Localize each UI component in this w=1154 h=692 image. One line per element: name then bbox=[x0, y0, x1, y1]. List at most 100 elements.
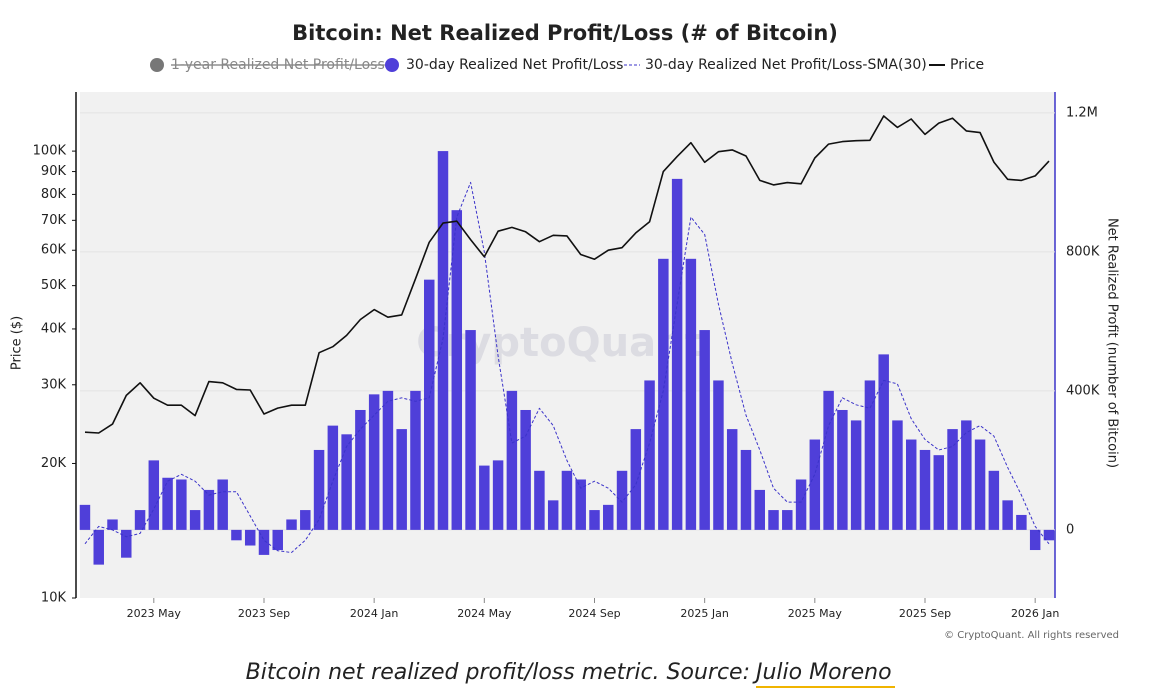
bar bbox=[148, 460, 160, 530]
credit: © CryptoQuant. All rights reserved bbox=[944, 630, 1119, 641]
bar bbox=[217, 479, 228, 530]
y-tick-label: 100K bbox=[33, 144, 67, 159]
bar bbox=[589, 510, 600, 530]
bar bbox=[1029, 529, 1041, 551]
bar bbox=[547, 500, 559, 530]
bar bbox=[79, 504, 91, 530]
bar bbox=[603, 504, 614, 530]
bar bbox=[107, 519, 118, 530]
legend-label: 1-year Realized Net Profit/Loss bbox=[171, 57, 385, 73]
bar bbox=[1002, 500, 1013, 530]
bar bbox=[878, 354, 889, 530]
bar bbox=[685, 258, 697, 530]
bar bbox=[258, 529, 270, 555]
x-tick-label: 2023 May bbox=[127, 607, 182, 620]
bar bbox=[520, 409, 531, 530]
grid bbox=[80, 112, 1055, 531]
legend-label: 30-day Realized Net Profit/Loss-SMA(30) bbox=[645, 57, 927, 73]
legend-label: Price bbox=[950, 57, 984, 73]
bar bbox=[93, 529, 104, 565]
bar bbox=[300, 510, 311, 530]
x-tick-label: 2024 Jan bbox=[350, 607, 398, 620]
line bbox=[84, 181, 1050, 553]
bar bbox=[754, 489, 765, 530]
bar bbox=[492, 460, 504, 530]
bar bbox=[561, 470, 573, 530]
bar bbox=[864, 380, 876, 530]
bar bbox=[272, 529, 283, 551]
bar bbox=[121, 529, 132, 558]
y-tick-label: 60K bbox=[41, 243, 67, 258]
caption: Bitcoin net realized profit/loss metric.… bbox=[246, 660, 750, 685]
bar bbox=[988, 470, 1000, 530]
bar bbox=[782, 510, 793, 530]
y-tick-label: 90K bbox=[41, 164, 67, 179]
x-tick-label: 2024 May bbox=[457, 607, 512, 620]
bar bbox=[437, 151, 449, 530]
bar bbox=[795, 479, 807, 530]
bar bbox=[850, 420, 862, 530]
y2-tick-label: 0 bbox=[1066, 522, 1074, 537]
bar bbox=[382, 390, 394, 530]
bar bbox=[961, 420, 972, 530]
x-tick-label: 2025 Jan bbox=[680, 607, 728, 620]
bar bbox=[713, 380, 724, 530]
bar bbox=[823, 390, 834, 530]
x-tick-label: 2024 Sep bbox=[568, 607, 620, 620]
bar bbox=[616, 470, 628, 530]
bar bbox=[134, 510, 146, 530]
bar bbox=[368, 394, 380, 530]
caption-link[interactable]: Julio Moreno bbox=[752, 660, 892, 685]
y-tick-label: 10K bbox=[41, 591, 67, 606]
bar bbox=[1016, 514, 1027, 530]
line bbox=[84, 115, 1050, 434]
bar bbox=[726, 429, 738, 530]
bar bbox=[575, 479, 586, 530]
bar bbox=[768, 510, 779, 530]
y-tick-label: 30K bbox=[41, 377, 67, 392]
bar bbox=[809, 439, 821, 530]
watermark: CryptoQuant bbox=[416, 320, 703, 366]
y-tick-label: 50K bbox=[41, 278, 67, 293]
bar bbox=[506, 390, 518, 530]
bar bbox=[203, 489, 215, 530]
y-tick-label: 40K bbox=[41, 321, 67, 336]
bar bbox=[176, 479, 187, 530]
y2-tick-label: 400K bbox=[1066, 383, 1100, 398]
legend-item[interactable]: 30-day Realized Net Profit/Loss-SMA(30) bbox=[624, 57, 927, 73]
bar bbox=[341, 434, 352, 530]
bar bbox=[451, 210, 463, 530]
bar bbox=[671, 178, 683, 530]
bar bbox=[231, 529, 242, 541]
bar bbox=[286, 519, 297, 530]
bar bbox=[892, 420, 903, 530]
bar bbox=[699, 330, 710, 530]
y2-tick-label: 800K bbox=[1066, 244, 1100, 259]
y-tick-label: 20K bbox=[41, 456, 67, 471]
legend-swatch bbox=[150, 58, 164, 72]
bar bbox=[396, 429, 407, 530]
bar bbox=[644, 380, 655, 530]
bar bbox=[905, 439, 917, 530]
y-tick-label: 80K bbox=[41, 187, 67, 202]
legend-item[interactable]: Price bbox=[929, 57, 984, 73]
bar bbox=[410, 390, 421, 530]
bar bbox=[355, 409, 366, 530]
bar bbox=[534, 470, 545, 530]
bar bbox=[424, 279, 435, 530]
x-tick-label: 2025 May bbox=[788, 607, 843, 620]
bar bbox=[933, 455, 944, 530]
chart-title: Bitcoin: Net Realized Profit/Loss (# of … bbox=[292, 21, 838, 45]
bar bbox=[162, 477, 173, 530]
bar bbox=[919, 449, 931, 530]
bar bbox=[465, 330, 476, 530]
bar bbox=[658, 258, 669, 530]
bar bbox=[327, 425, 339, 530]
y-tick-label: 70K bbox=[41, 213, 67, 228]
bar bbox=[837, 409, 848, 530]
bar bbox=[630, 429, 642, 530]
legend-item[interactable]: 30-day Realized Net Profit/Loss bbox=[385, 57, 623, 73]
legend-item[interactable]: 1-year Realized Net Profit/Loss bbox=[150, 57, 385, 73]
